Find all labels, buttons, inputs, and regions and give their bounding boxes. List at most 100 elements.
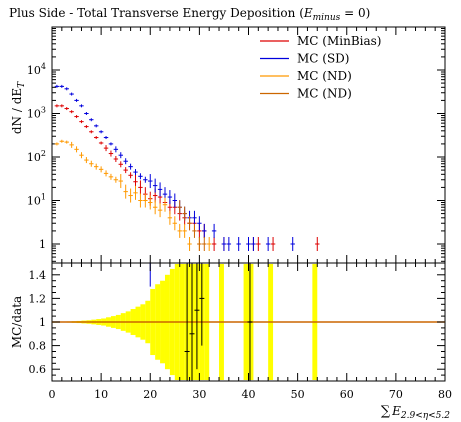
data-point (74, 146, 79, 153)
data-point (152, 178, 158, 193)
data-point (103, 145, 109, 152)
data-point (197, 237, 202, 251)
data-point (143, 193, 148, 208)
x-axis-label-symbol: E (391, 404, 401, 418)
data-point (167, 210, 173, 225)
ratio-y-tick-label: 0.6 (29, 363, 47, 376)
x-axis-label-subscript: 2.9<η<5.2 (400, 411, 450, 421)
data-point (206, 237, 212, 251)
data-point (113, 176, 119, 183)
data-point (103, 136, 109, 140)
chart-title: Plus Side - Total Transverse Energy Depo… (9, 6, 370, 23)
ratio-y-tick-label: 0.8 (29, 340, 47, 353)
data-point (59, 104, 65, 108)
x-axis-label: ∑ E2.9<η<5.2 (381, 404, 450, 421)
data-point (148, 195, 153, 210)
x-tick-label: 20 (143, 388, 157, 401)
x-tick-label: 30 (192, 388, 206, 401)
ratio-point (194, 263, 200, 370)
series-4-markers (177, 200, 207, 251)
data-point (98, 166, 104, 173)
data-point (221, 237, 227, 251)
series-3-markers (54, 139, 212, 251)
data-point (94, 163, 99, 170)
ratio-point (247, 263, 253, 381)
data-point (192, 223, 197, 238)
ratio-y-tick-label: 1.4 (29, 269, 47, 282)
main-y-tick-label: 101 (27, 193, 46, 208)
data-point (182, 223, 187, 238)
data-point (64, 140, 69, 144)
data-point (138, 180, 143, 195)
data-point (54, 84, 60, 88)
data-point (236, 237, 241, 251)
main-plot-panel: 1 101 102 103 104 MC (MinBias) MC (SD) MC (ND)… (27, 26, 446, 264)
chart-title-tail: = 0) (340, 6, 370, 20)
legend: MC (MinBias) MC (SD) MC (ND) MC (ND) (260, 34, 381, 101)
data-point (167, 190, 173, 205)
data-point (187, 216, 192, 231)
data-point (202, 223, 207, 238)
data-point (197, 216, 202, 231)
x-axis: 0 10 20 30 40 50 60 70 80 (49, 27, 452, 401)
main-y-tick-label: 1 (39, 238, 46, 251)
legend-label: MC (MinBias) (297, 34, 381, 48)
ratio-points-layer (149, 263, 253, 381)
main-y-tick-label: 102 (27, 149, 46, 164)
data-point (138, 193, 143, 208)
legend-label: MC (ND) (297, 69, 352, 83)
data-point (177, 223, 182, 238)
data-point (103, 170, 109, 177)
data-point (177, 200, 182, 215)
series-2-markers (54, 84, 295, 251)
data-point (128, 188, 133, 203)
data-point (133, 169, 138, 176)
ratio-y-tick-label: 1 (39, 316, 46, 329)
data-point (69, 110, 74, 114)
data-point (202, 237, 207, 251)
data-point (226, 237, 232, 251)
ratio-y-axis-label: MC/data (10, 296, 24, 348)
data-point (157, 203, 163, 218)
legend-label: MC (ND) (297, 87, 352, 101)
data-point (256, 237, 261, 251)
x-tick-label: 0 (49, 388, 56, 401)
data-point (89, 130, 94, 134)
data-point (84, 112, 89, 115)
ratio-point (189, 263, 195, 381)
data-point (74, 98, 79, 102)
data-point (172, 216, 178, 231)
data-point (54, 142, 60, 146)
chart-title-symbol: E (303, 6, 313, 20)
data-point (84, 125, 89, 129)
data-point (246, 237, 251, 251)
main-y-axis-label-subscript: T (17, 81, 27, 88)
data-point (64, 107, 69, 111)
legend-item: MC (SD) (260, 52, 350, 66)
data-point (270, 237, 276, 251)
data-point (315, 237, 320, 251)
data-point (138, 173, 143, 180)
data-point (148, 174, 153, 189)
main-y-axis: 1 101 102 103 104 (27, 27, 445, 262)
data-point (84, 157, 89, 164)
main-series-layer (54, 84, 320, 251)
data-point (192, 210, 197, 225)
data-point (98, 141, 104, 145)
data-point (69, 92, 74, 96)
data-point (162, 197, 168, 212)
data-point (133, 185, 138, 200)
data-point (79, 104, 84, 108)
data-point (108, 150, 114, 157)
ratio-y-tick-label: 1.2 (29, 292, 47, 305)
data-point (118, 152, 123, 159)
data-point (69, 141, 74, 148)
data-point (59, 84, 65, 88)
data-point (123, 158, 128, 165)
data-point (94, 124, 99, 128)
main-y-axis-label: dN / dET (10, 81, 27, 134)
data-point (265, 237, 271, 251)
data-point (113, 155, 119, 162)
data-point (123, 167, 128, 174)
